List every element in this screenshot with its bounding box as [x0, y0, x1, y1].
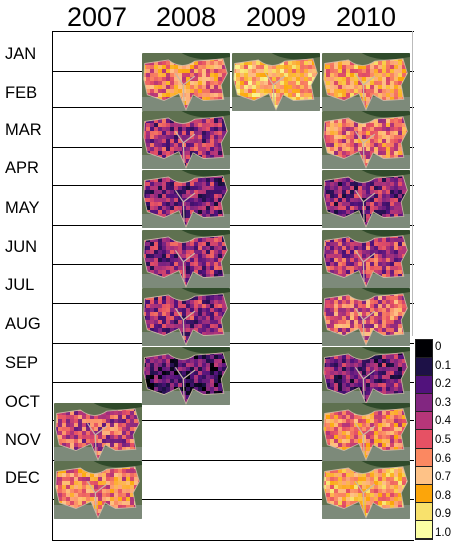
map-panel-image [322, 111, 410, 169]
colorbar-swatch [416, 340, 432, 359]
colorbar-swatch [416, 430, 432, 449]
colorbar-swatch [416, 394, 432, 413]
month-label-jun: JUN [5, 238, 38, 256]
grid-line-aug [52, 343, 414, 345]
month-label-nov: NOV [5, 431, 41, 449]
year-header-2009: 2009 [245, 2, 307, 32]
colorbar-swatch [416, 448, 432, 467]
colorbar-swatch [416, 484, 432, 503]
map-panel-2007-nov [54, 403, 142, 461]
grid-line-bottom [52, 540, 414, 542]
colorbar-label: 0.2 [435, 378, 451, 391]
map-panel-2008-may [142, 170, 230, 228]
map-panel-image [142, 230, 230, 288]
month-label-jan: JAN [5, 45, 37, 63]
colorbar-label: 0.3 [435, 396, 451, 409]
month-label-sep: SEP [5, 354, 39, 372]
grid-line-may [52, 225, 414, 227]
map-panel-2010-jun [322, 230, 410, 288]
map-panel-image [54, 461, 142, 519]
map-panel-2010-mar [322, 111, 410, 169]
map-panel-2008-aug [142, 288, 230, 346]
grid-line-sep [52, 382, 414, 384]
month-label-may: MAY [5, 199, 40, 217]
map-panel-2008-sep [142, 347, 230, 405]
map-panel-image [142, 53, 230, 111]
colorbar-label: 0.7 [435, 471, 451, 484]
map-panel-2007-dec [54, 461, 142, 519]
grid-line-jul [52, 303, 414, 305]
map-panel-2010-feb [322, 53, 410, 111]
month-label-jul: JUL [5, 276, 35, 294]
grid-line-dec [52, 499, 414, 501]
month-label-apr: APR [5, 159, 39, 177]
year-header-2010: 2010 [335, 2, 397, 32]
grid-line-mar [52, 147, 414, 149]
year-header-2007: 2007 [66, 2, 128, 32]
year-header-2008: 2008 [155, 2, 217, 32]
map-panel-image [322, 288, 410, 346]
map-panel-image [142, 288, 230, 346]
map-panel-2008-mar [142, 111, 230, 169]
colorbar-swatch [416, 358, 432, 377]
map-panel-image [322, 170, 410, 228]
map-panel-image [322, 461, 410, 519]
map-panel-2010-nov [322, 403, 410, 461]
map-panel-image [322, 347, 410, 405]
map-panel-2010-may [322, 170, 410, 228]
map-panel-2010-dec [322, 461, 410, 519]
map-panel-image [232, 53, 320, 111]
colorbar-swatch [416, 412, 432, 431]
colorbar-swatch [416, 466, 432, 485]
grid-line-nov [52, 460, 414, 462]
colorbar [415, 339, 433, 541]
map-panel-2008-feb [142, 53, 230, 111]
map-panel-image [54, 403, 142, 461]
colorbar-label: 0.6 [435, 452, 451, 465]
month-label-dec: DEC [5, 469, 40, 487]
grid-line-right [412, 31, 414, 336]
grid-line-jun [52, 264, 414, 266]
map-panel-image [322, 403, 410, 461]
colorbar-swatch [416, 376, 432, 395]
map-panel-2010-sep [322, 347, 410, 405]
map-panel-image [322, 230, 410, 288]
colorbar-swatch [416, 520, 432, 540]
grid-line-oct [52, 420, 414, 422]
map-panel-2009-feb [232, 53, 320, 111]
map-panel-image [142, 111, 230, 169]
map-panel-2008-jun [142, 230, 230, 288]
colorbar-label: 0 [435, 341, 442, 353]
month-label-aug: AUG [5, 315, 41, 333]
grid-line-left [52, 31, 54, 541]
map-panel-2010-aug [322, 288, 410, 346]
map-panel-image [322, 53, 410, 111]
month-label-oct: OCT [5, 393, 40, 411]
colorbar-label: 0.8 [435, 489, 451, 502]
map-panel-image [142, 347, 230, 405]
colorbar-label: 0.5 [435, 434, 451, 446]
map-panel-image [142, 170, 230, 228]
colorbar-label: 1.0 [435, 527, 451, 539]
grid-line-top [52, 31, 414, 33]
colorbar-label: 0.4 [435, 415, 451, 428]
colorbar-label: 0.9 [435, 508, 451, 521]
colorbar-swatch [416, 502, 432, 521]
colorbar-label: 0.1 [435, 359, 451, 372]
month-label-mar: MAR [5, 121, 42, 139]
month-label-feb: FEB [5, 84, 38, 102]
grid-line-apr [52, 185, 414, 187]
